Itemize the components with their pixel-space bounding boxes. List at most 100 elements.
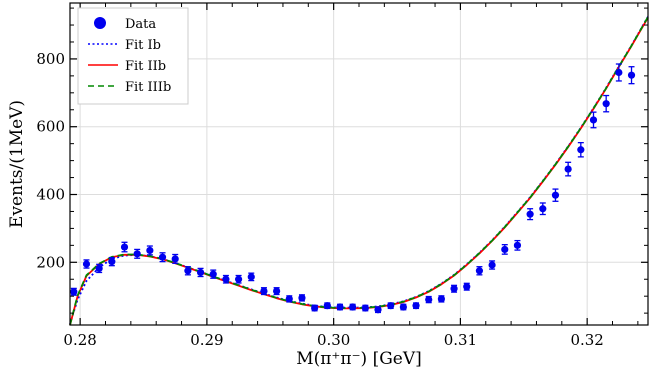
data-marker — [627, 71, 636, 79]
data-marker — [412, 302, 420, 310]
legend-label: Fit IIIb — [125, 80, 171, 95]
data-point — [311, 304, 319, 312]
data-point — [171, 253, 179, 264]
y-tick-label: 400 — [36, 186, 65, 204]
data-point — [564, 161, 572, 177]
data-point — [539, 202, 547, 216]
data-point — [247, 272, 255, 282]
data-point — [488, 260, 496, 270]
x-tick-label: 0.31 — [444, 331, 477, 349]
data-point — [526, 208, 534, 221]
data-point — [602, 94, 610, 113]
data-point — [222, 274, 230, 284]
data-point — [323, 302, 331, 310]
data-marker — [184, 267, 192, 275]
data-marker — [551, 191, 560, 199]
data-point — [234, 274, 243, 284]
data-point — [387, 302, 395, 310]
data-point — [425, 295, 433, 304]
legend-item: Fit IIb — [88, 59, 166, 74]
data-marker — [374, 306, 382, 314]
data-marker — [564, 165, 572, 173]
data-marker — [425, 295, 433, 304]
data-marker — [475, 267, 484, 275]
data-marker — [577, 146, 585, 154]
data-point — [70, 287, 78, 296]
data-point — [120, 241, 129, 253]
data-marker — [488, 261, 496, 269]
data-marker — [526, 210, 534, 218]
data-point — [108, 256, 116, 267]
data-point — [615, 63, 623, 82]
data-marker — [311, 304, 319, 312]
x-tick-label: 0.32 — [570, 331, 603, 349]
data-point — [146, 245, 154, 256]
data-marker — [82, 260, 91, 268]
legend-label: Data — [125, 17, 156, 32]
data-point — [285, 295, 293, 303]
data-marker — [615, 68, 623, 77]
legend-label: Fit IIb — [125, 59, 166, 74]
data-point — [551, 188, 560, 202]
data-marker — [349, 303, 357, 311]
data-marker — [450, 285, 458, 293]
y-tick-label: 800 — [36, 50, 65, 68]
data-marker — [501, 245, 509, 254]
data-point — [577, 141, 585, 158]
axis-ticks: 0.28 0.29 0.30 0.31 0.32 200 400 600 800 — [36, 3, 648, 349]
data-point — [475, 266, 484, 276]
data-point — [627, 66, 636, 85]
data-point — [209, 269, 217, 279]
data-point — [361, 304, 369, 312]
data-marker — [70, 288, 78, 296]
x-tick-label: 0.29 — [190, 331, 223, 349]
data-marker — [602, 100, 610, 108]
data-marker — [589, 116, 598, 124]
data-point — [589, 111, 598, 129]
legend-item: Fit Ib — [88, 38, 161, 53]
legend: Data Fit Ib Fit IIb Fit IIIb — [77, 7, 189, 105]
data-marker — [323, 302, 331, 310]
data-point — [513, 239, 522, 251]
data-marker — [146, 246, 154, 255]
data-point — [501, 244, 509, 255]
data-point — [133, 248, 141, 259]
data-point — [463, 282, 471, 291]
data-marker — [108, 258, 116, 266]
legend-item: Data — [94, 17, 156, 32]
data-point — [273, 287, 281, 296]
data-point — [260, 287, 268, 296]
data-marker — [171, 255, 179, 263]
data-point — [437, 295, 445, 303]
x-tick-label: 0.30 — [317, 331, 350, 349]
data-points — [70, 63, 636, 314]
data-point — [349, 303, 357, 311]
data-marker — [247, 273, 255, 281]
data-point — [82, 259, 91, 269]
data-point — [95, 263, 103, 274]
grid — [70, 3, 648, 325]
legend-item: Fit IIIb — [88, 80, 171, 95]
data-marker — [463, 283, 471, 291]
legend-marker — [94, 17, 106, 29]
data-marker — [273, 287, 281, 295]
data-marker — [120, 243, 129, 251]
data-marker — [196, 268, 205, 277]
y-tick-label: 200 — [36, 253, 65, 271]
data-marker — [399, 303, 407, 311]
data-point — [399, 303, 407, 311]
data-marker — [285, 295, 293, 303]
data-marker — [336, 303, 344, 311]
data-point — [336, 303, 344, 311]
x-tick-label: 0.28 — [63, 331, 96, 349]
data-point — [450, 284, 458, 293]
data-point — [158, 252, 167, 263]
data-marker — [209, 270, 217, 278]
data-point — [298, 294, 306, 302]
data-point — [196, 267, 205, 278]
legend-label: Fit Ib — [125, 38, 161, 53]
data-marker — [513, 241, 522, 249]
data-marker — [387, 302, 395, 310]
data-point — [374, 306, 382, 314]
